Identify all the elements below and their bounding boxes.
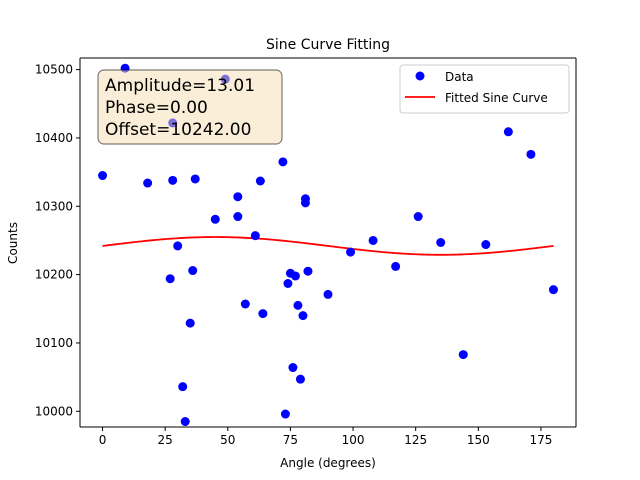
fitted-sine-curve bbox=[102, 236, 554, 256]
legend-data-label: Data bbox=[445, 70, 474, 84]
data-point-22 bbox=[283, 279, 293, 288]
data-point-14 bbox=[233, 212, 243, 222]
annotation-line-phase: Phase=0.00 bbox=[105, 98, 208, 118]
data-point-25 bbox=[290, 271, 300, 281]
data-point-10 bbox=[188, 266, 198, 276]
annotation-background bbox=[97, 69, 283, 145]
data-point-38 bbox=[458, 350, 468, 360]
data-point-2 bbox=[143, 178, 153, 188]
data-point-41 bbox=[526, 149, 536, 159]
data-point-11 bbox=[190, 174, 200, 184]
data-point-28 bbox=[298, 311, 308, 321]
data-point-33 bbox=[346, 247, 356, 257]
y-tick-label-10000: 10000 bbox=[35, 404, 73, 418]
legend: Data Fitted Sine Curve bbox=[399, 64, 570, 114]
x-tick-label-50: 50 bbox=[220, 433, 235, 447]
data-point-20 bbox=[278, 157, 288, 167]
data-point-27 bbox=[295, 374, 305, 384]
data-point-30 bbox=[300, 198, 310, 208]
data-point-35 bbox=[391, 261, 401, 271]
data-point-37 bbox=[436, 238, 446, 247]
data-point-0 bbox=[98, 171, 108, 181]
data-point-31 bbox=[303, 266, 313, 276]
data-point-26 bbox=[293, 300, 303, 310]
chart-title: Sine Curve Fitting bbox=[266, 37, 390, 53]
x-tick-label-125: 125 bbox=[404, 433, 427, 447]
data-point-32 bbox=[323, 289, 333, 299]
data-point-5 bbox=[168, 175, 178, 185]
data-point-15 bbox=[233, 192, 243, 202]
data-point-7 bbox=[178, 382, 188, 392]
data-point-9 bbox=[185, 318, 195, 328]
y-tick-label-10500: 10500 bbox=[35, 63, 73, 77]
annotation-line-amplitude: Amplitude=13.01 bbox=[105, 76, 255, 96]
data-point-19 bbox=[258, 309, 268, 319]
data-point-18 bbox=[255, 176, 265, 186]
x-tick-label-100: 100 bbox=[342, 433, 365, 447]
annotation-line-offset: Offset=10242.00 bbox=[105, 120, 251, 140]
y-tick-label-10300: 10300 bbox=[35, 199, 73, 213]
legend-fit-label: Fitted Sine Curve bbox=[445, 91, 548, 105]
data-point-34 bbox=[368, 235, 378, 245]
x-tick-label-0: 0 bbox=[99, 433, 107, 447]
data-point-6 bbox=[173, 241, 183, 251]
data-point-42 bbox=[548, 285, 558, 295]
y-tick-label-10400: 10400 bbox=[35, 131, 73, 145]
data-point-8 bbox=[180, 417, 190, 427]
x-axis-label: Angle (degrees) bbox=[280, 456, 376, 470]
data-point-24 bbox=[288, 363, 298, 373]
y-axis-label: Counts bbox=[6, 222, 20, 264]
data-point-12 bbox=[210, 214, 220, 224]
x-tick-label-75: 75 bbox=[283, 433, 298, 447]
legend-frame bbox=[399, 64, 570, 114]
x-tick-label-175: 175 bbox=[529, 433, 552, 447]
legend-data-marker bbox=[415, 71, 425, 81]
y-tick-label-10200: 10200 bbox=[35, 268, 73, 282]
data-point-17 bbox=[250, 231, 260, 241]
data-point-21 bbox=[280, 409, 290, 419]
x-tick-label-150: 150 bbox=[467, 433, 490, 447]
annotation-box: Amplitude=13.01 Phase=0.00 Offset=10242.… bbox=[97, 69, 283, 145]
data-point-36 bbox=[413, 212, 423, 222]
y-tick-label-10100: 10100 bbox=[35, 336, 73, 350]
data-point-40 bbox=[503, 127, 513, 137]
data-point-39 bbox=[481, 240, 491, 250]
x-tick-label-25: 25 bbox=[158, 433, 173, 447]
data-point-16 bbox=[240, 299, 250, 309]
data-point-3 bbox=[165, 274, 175, 284]
